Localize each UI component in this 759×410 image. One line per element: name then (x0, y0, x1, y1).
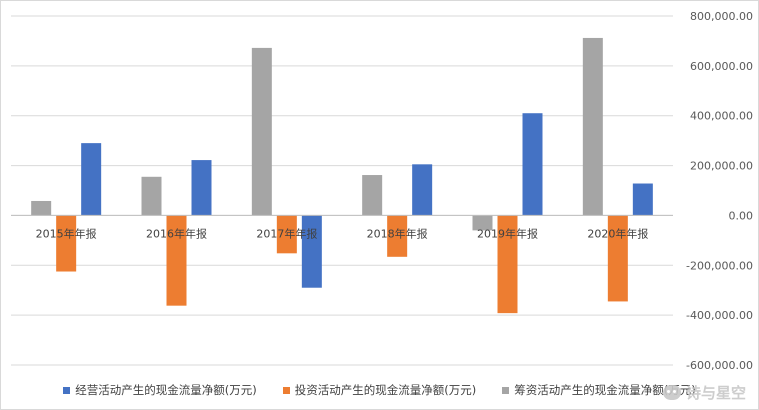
bar-operating-0[interactable] (81, 143, 102, 216)
legend-item-investing[interactable]: 投资活动产生的现金流量净额(万元) (282, 382, 477, 398)
y-tick-label: -400,000.00 (686, 309, 753, 322)
legend-swatch-operating (63, 386, 71, 394)
watermark: 诗与星空 (662, 382, 746, 403)
category-label: 2020年年报 (587, 226, 648, 240)
wechat-icon (662, 385, 681, 400)
y-tick-label: 800,000.00 (690, 10, 753, 23)
bar-operating-5[interactable] (632, 183, 653, 216)
bar-financing-4[interactable] (472, 215, 493, 231)
bar-investing-3[interactable] (387, 215, 408, 257)
bars (31, 37, 653, 314)
bar-investing-2[interactable] (276, 215, 297, 254)
bar-investing-0[interactable] (56, 215, 77, 272)
legend-swatch-financing (502, 386, 510, 394)
bar-financing-0[interactable] (31, 200, 52, 216)
category-label: 2017年年报 (256, 226, 317, 240)
category-label: 2019年年报 (477, 226, 538, 240)
bar-financing-5[interactable] (582, 37, 603, 216)
category-label: 2015年年报 (36, 226, 97, 240)
bar-operating-1[interactable] (191, 160, 212, 216)
watermark-text: 诗与星空 (685, 384, 746, 402)
legend-item-operating[interactable]: 经营活动产生的现金流量净额(万元) (63, 382, 257, 398)
bar-financing-3[interactable] (362, 175, 383, 216)
bar-financing-2[interactable] (251, 47, 272, 216)
bar-financing-1[interactable] (141, 176, 162, 216)
bar-operating-3[interactable] (412, 164, 433, 216)
y-tick-labels: 800,000.00 600,000.00 400,000.00 200,000.00… (686, 10, 753, 371)
y-tick-label: 200,000.00 (690, 160, 753, 173)
category-labels: 2015年年报 2016年年报 2017年年报 2018年年报 2019年年报 2020年… (36, 226, 649, 240)
legend-label-investing: 投资活动产生的现金流量净额(万元) (294, 383, 477, 397)
chart-plot: 800,000.00 600,000.00 400,000.00 200,000.00… (11, 10, 753, 371)
legend-label-operating: 经营活动产生的现金流量净额(万元) (75, 383, 257, 397)
category-label: 2016年年报 (146, 226, 207, 240)
y-tick-label: 600,000.00 (690, 60, 753, 73)
legend-label-financing: 筹资活动产生的现金流量净额(万元) (514, 383, 696, 397)
legend-item-financing[interactable]: 筹资活动产生的现金流量净额(万元) (502, 382, 696, 398)
legend-swatch-investing (282, 386, 290, 394)
bar-operating-4[interactable] (522, 113, 543, 216)
bar-operating-2[interactable] (301, 215, 322, 288)
y-tick-label: -600,000.00 (686, 359, 753, 371)
category-label: 2018年年报 (367, 226, 428, 240)
gridlines (11, 15, 673, 366)
bar-investing-1[interactable] (166, 215, 187, 306)
y-tick-label: -200,000.00 (686, 259, 753, 272)
y-tick-label: 0.00 (729, 209, 754, 222)
y-tick-label: 400,000.00 (690, 110, 753, 123)
bar-investing-4[interactable] (497, 215, 518, 314)
bar-investing-5[interactable] (607, 215, 628, 302)
legend: 经营活动产生的现金流量净额(万元) 投资活动产生的现金流量净额(万元) 筹资活动… (1, 382, 758, 398)
